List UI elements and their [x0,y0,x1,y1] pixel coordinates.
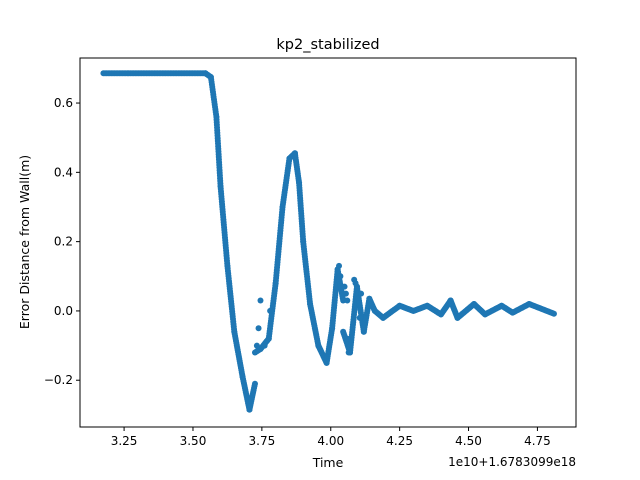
y-tick-label: −0.2 [44,373,73,387]
y-tick-label: 0.2 [54,235,73,249]
data-point [358,290,365,297]
data-point [345,349,352,356]
x-tick-label: 3.25 [111,434,138,448]
data-points [100,70,557,413]
data-point [550,310,557,317]
data-point [257,297,264,304]
data-point [342,290,349,297]
data-point [255,325,262,332]
data-point [253,342,260,349]
data-point [344,297,351,304]
plot-frame [79,57,577,428]
x-axis-offset-label: 1e10+1.6783099e18 [448,455,576,469]
y-tick-label: 0.0 [54,304,73,318]
y-axis-label: Error Distance from Wall(m) [17,155,32,329]
x-tick-label: 3.75 [249,434,276,448]
y-tick-label: 0.4 [54,165,73,179]
data-point [340,297,347,304]
data-point [261,342,268,349]
x-tick-label: 4.75 [524,434,551,448]
x-axis-ticks: 3.25 3.50 3.75 4.00 4.25 4.50 4.75 [111,427,551,448]
data-point [336,262,343,269]
data-point [344,335,351,342]
x-tick-label: 3.50 [180,434,207,448]
x-tick-label: 4.25 [386,434,413,448]
x-tick-label: 4.50 [455,434,482,448]
chart-title: kp2_stabilized [276,37,379,53]
x-tick-label: 4.00 [317,434,344,448]
y-axis-ticks: −0.2 0.0 0.2 0.4 0.6 [44,96,80,387]
data-point [337,273,344,280]
data-point [356,314,363,321]
data-point [251,380,258,387]
data-point [341,283,348,290]
y-tick-label: 0.6 [54,96,73,110]
data-point [352,280,359,287]
data-point [267,307,274,314]
x-axis-label: Time [312,455,344,470]
